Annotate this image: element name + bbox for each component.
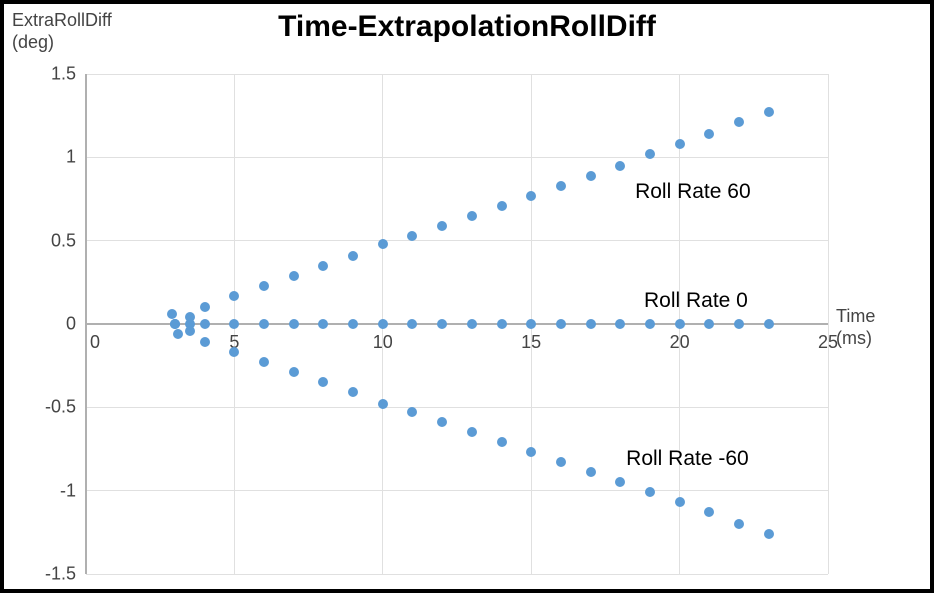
data-point bbox=[675, 139, 685, 149]
data-point bbox=[556, 181, 566, 191]
data-point bbox=[437, 221, 447, 231]
data-point bbox=[556, 319, 566, 329]
label-roll-rate-0: Roll Rate 0 bbox=[644, 289, 748, 313]
data-point bbox=[526, 191, 536, 201]
data-point bbox=[229, 347, 239, 357]
data-point bbox=[675, 497, 685, 507]
data-point bbox=[615, 161, 625, 171]
data-point bbox=[645, 319, 655, 329]
y-tick-label: 1.5 bbox=[51, 64, 76, 85]
data-point bbox=[497, 201, 507, 211]
data-point bbox=[586, 171, 596, 181]
data-point bbox=[407, 231, 417, 241]
data-point bbox=[259, 357, 269, 367]
data-point bbox=[407, 319, 417, 329]
data-point bbox=[348, 319, 358, 329]
data-point bbox=[348, 251, 358, 261]
grid-h bbox=[86, 407, 828, 408]
data-point bbox=[378, 319, 388, 329]
grid-h bbox=[86, 74, 828, 75]
data-point bbox=[318, 377, 328, 387]
x-axis-title: Time (ms) bbox=[836, 306, 875, 349]
grid-h bbox=[86, 490, 828, 491]
data-point bbox=[289, 367, 299, 377]
y-tick-label: 0.5 bbox=[51, 230, 76, 251]
data-point bbox=[437, 417, 447, 427]
data-point bbox=[185, 326, 195, 336]
data-point bbox=[704, 319, 714, 329]
y-tick-label: -1.5 bbox=[45, 564, 76, 585]
data-point bbox=[318, 319, 328, 329]
data-point bbox=[586, 467, 596, 477]
chart-frame: Time-ExtrapolationRollDiff ExtraRollDiff… bbox=[0, 0, 934, 593]
data-point bbox=[200, 319, 210, 329]
y-tick-label: -1 bbox=[60, 480, 76, 501]
data-point bbox=[734, 519, 744, 529]
data-point bbox=[526, 319, 536, 329]
data-point bbox=[407, 407, 417, 417]
data-point bbox=[348, 387, 358, 397]
y-tick-label: -0.5 bbox=[45, 397, 76, 418]
data-point bbox=[467, 319, 477, 329]
chart-title: Time-ExtrapolationRollDiff bbox=[4, 10, 930, 44]
y-axis-title: ExtraRollDiff (deg) bbox=[12, 10, 112, 53]
data-point bbox=[615, 319, 625, 329]
data-point bbox=[734, 319, 744, 329]
data-point bbox=[318, 261, 328, 271]
data-point bbox=[173, 329, 183, 339]
data-point bbox=[200, 302, 210, 312]
data-point bbox=[229, 319, 239, 329]
grid-h bbox=[86, 574, 828, 575]
data-point bbox=[229, 291, 239, 301]
plot-area: 0510152025-1.5-1-0.500.511.5Roll Rate 60… bbox=[86, 74, 828, 574]
data-point bbox=[556, 457, 566, 467]
data-point bbox=[645, 487, 655, 497]
x-axis-line bbox=[86, 323, 828, 325]
data-point bbox=[526, 447, 536, 457]
y-tick-label: 0 bbox=[66, 314, 76, 335]
data-point bbox=[734, 117, 744, 127]
data-point bbox=[467, 211, 477, 221]
x-tick-label: 0 bbox=[90, 332, 100, 353]
data-point bbox=[467, 427, 477, 437]
label-roll-rate-neg60: Roll Rate -60 bbox=[626, 447, 749, 471]
data-point bbox=[764, 319, 774, 329]
data-point bbox=[586, 319, 596, 329]
grid-h bbox=[86, 240, 828, 241]
label-roll-rate-60: Roll Rate 60 bbox=[635, 180, 751, 204]
y-tick-label: 1 bbox=[66, 147, 76, 168]
grid-h bbox=[86, 157, 828, 158]
data-point bbox=[497, 437, 507, 447]
data-point bbox=[170, 319, 180, 329]
data-point bbox=[615, 477, 625, 487]
data-point bbox=[259, 281, 269, 291]
data-point bbox=[704, 129, 714, 139]
data-point bbox=[378, 239, 388, 249]
data-point bbox=[289, 271, 299, 281]
data-point bbox=[200, 337, 210, 347]
data-point bbox=[764, 107, 774, 117]
data-point bbox=[704, 507, 714, 517]
data-point bbox=[289, 319, 299, 329]
data-point bbox=[764, 529, 774, 539]
data-point bbox=[437, 319, 447, 329]
x-tick-label: 10 bbox=[373, 332, 393, 353]
data-point bbox=[675, 319, 685, 329]
data-point bbox=[259, 319, 269, 329]
data-point bbox=[378, 399, 388, 409]
data-point bbox=[167, 309, 177, 319]
x-tick-label: 20 bbox=[670, 332, 690, 353]
x-tick-label: 25 bbox=[818, 332, 838, 353]
x-tick-label: 15 bbox=[521, 332, 541, 353]
data-point bbox=[497, 319, 507, 329]
data-point bbox=[645, 149, 655, 159]
y-axis-line bbox=[85, 74, 87, 574]
